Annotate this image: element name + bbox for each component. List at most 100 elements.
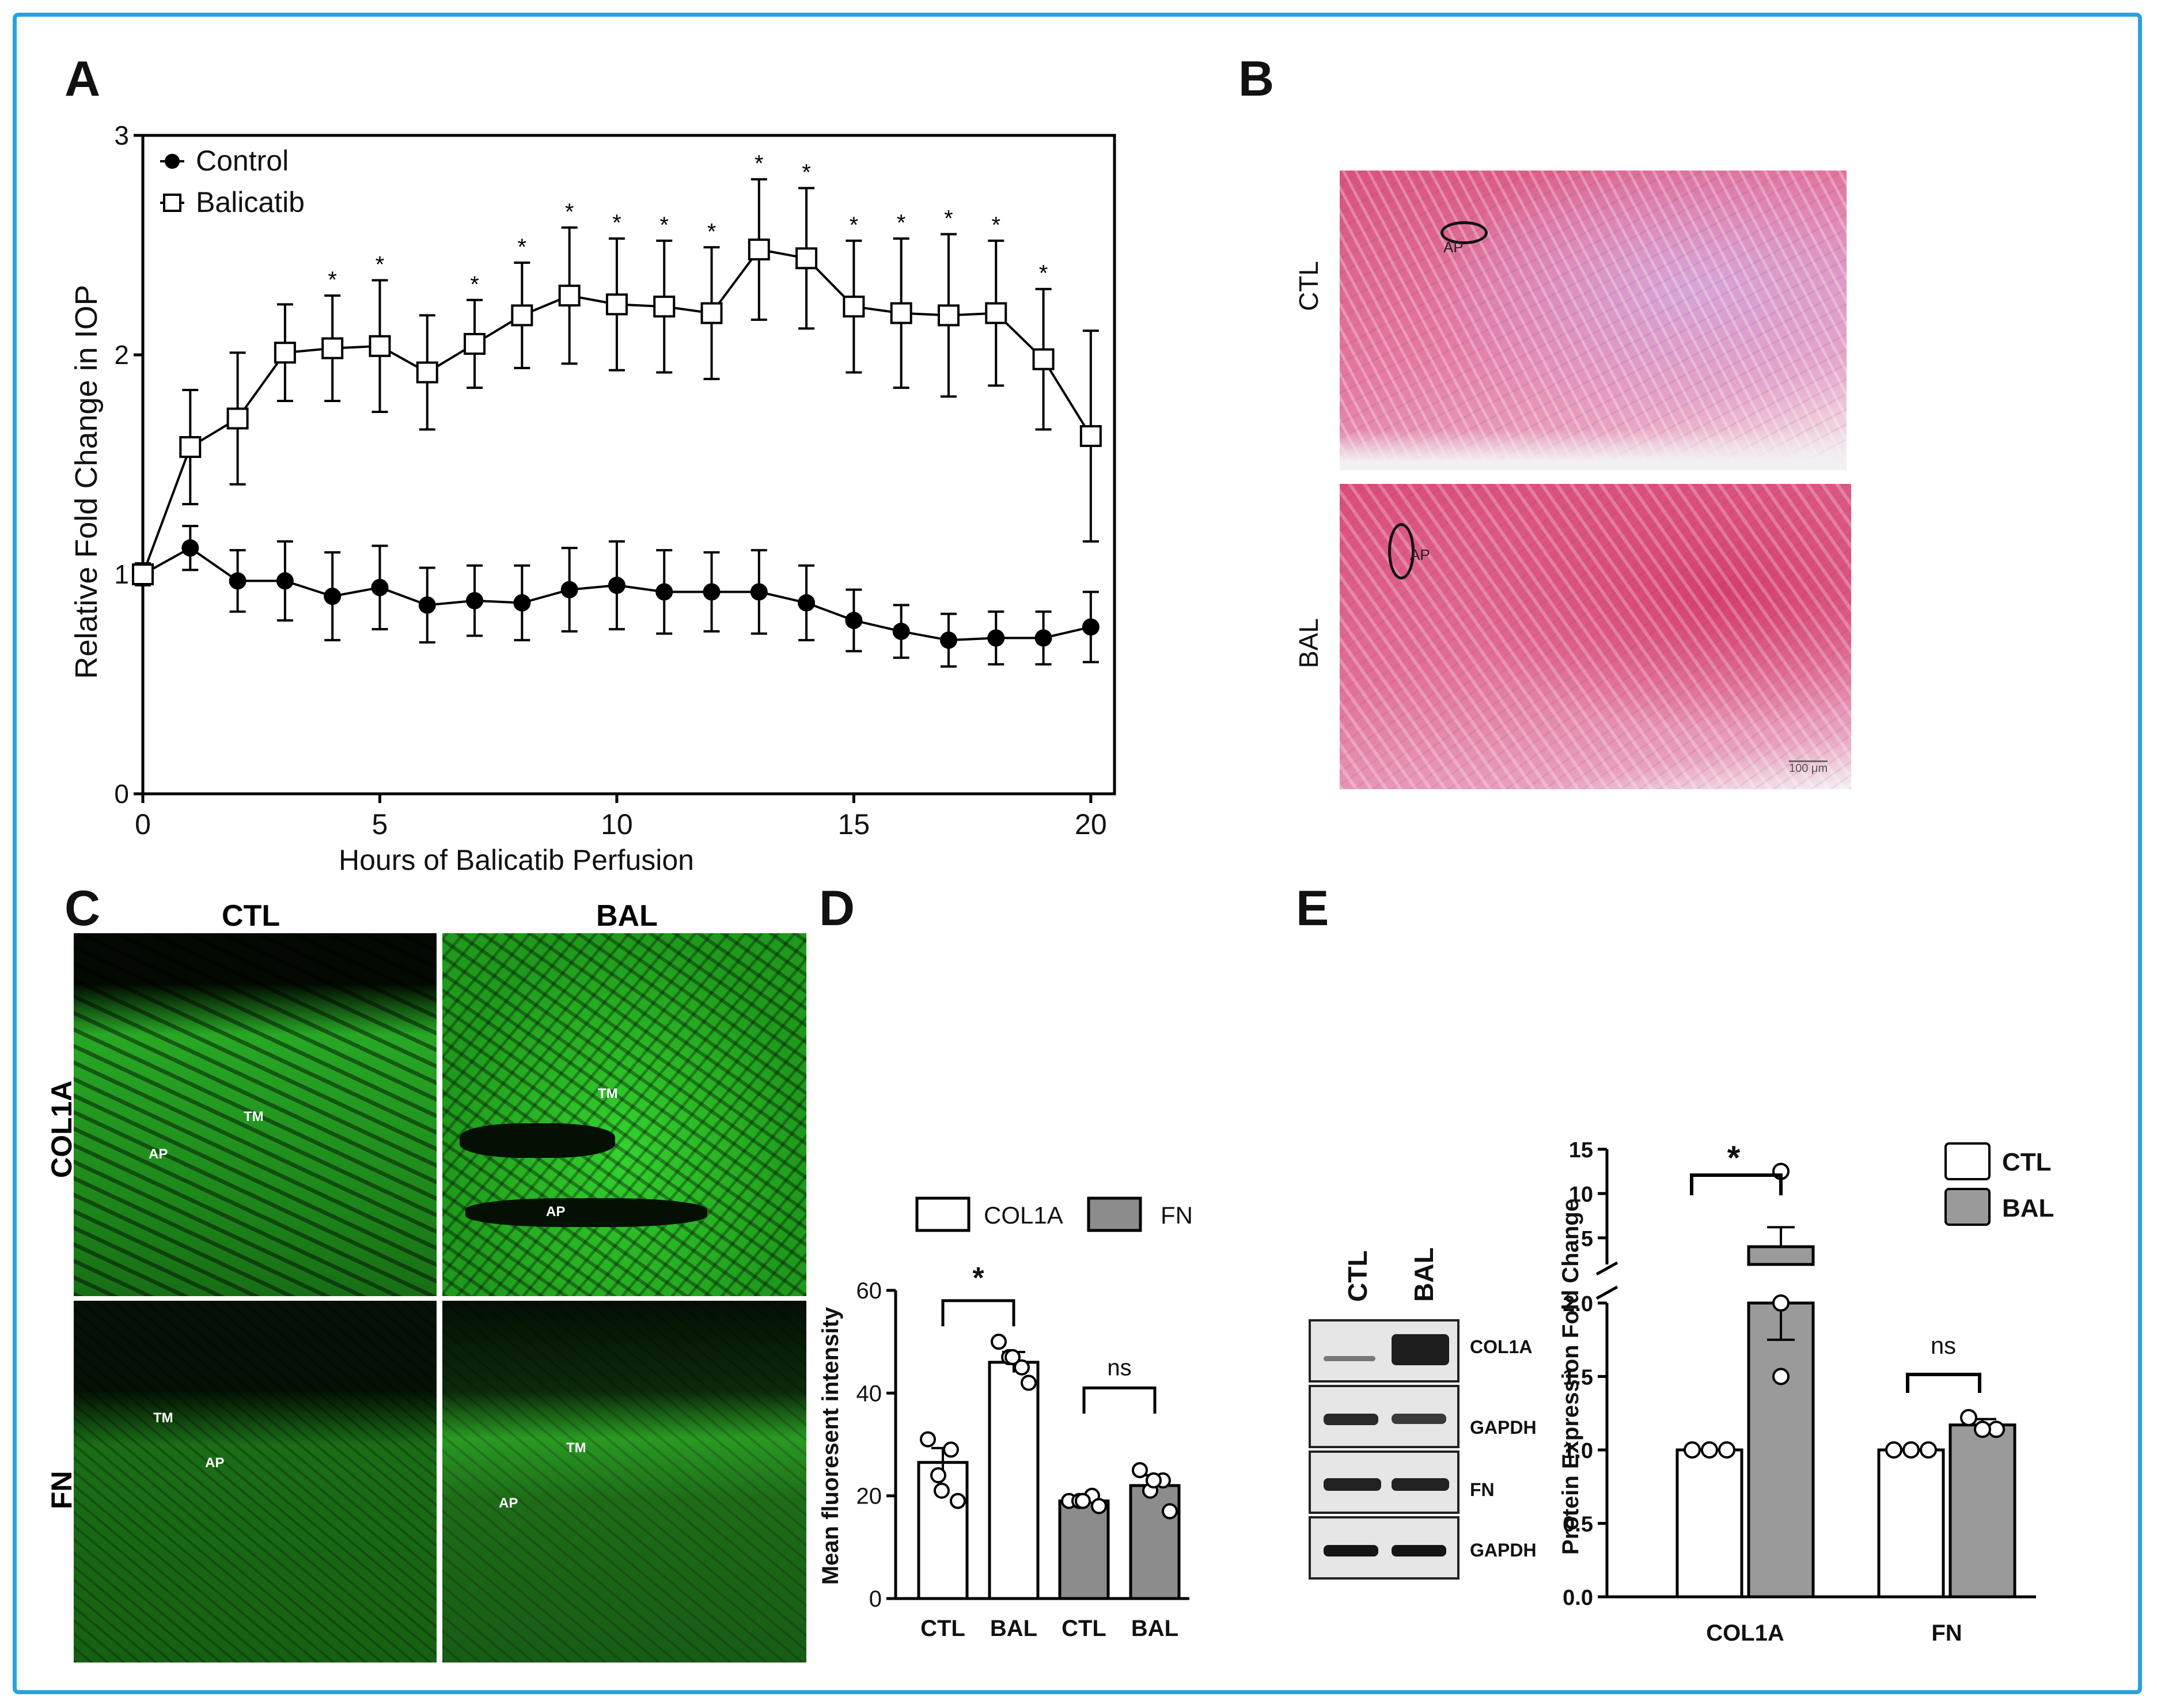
data-point <box>1075 1493 1091 1509</box>
x-tick-label: BAL <box>990 1616 1037 1641</box>
panel-letter-b: B <box>1238 51 1275 107</box>
data-point <box>1885 1441 1902 1459</box>
significance-label: * <box>1727 1139 1741 1177</box>
col-label-ctl: CTL <box>222 899 280 933</box>
y-axis-label: Protein Expression Fold Change <box>1558 1199 1583 1555</box>
scale-bar: 100 μm <box>1789 760 1828 775</box>
point-balicatib <box>748 238 770 261</box>
data-point <box>950 1493 966 1509</box>
band <box>1392 1334 1449 1365</box>
x-tick-label: CTL <box>1062 1616 1106 1641</box>
tm-label: TM <box>244 1109 264 1124</box>
blot-row-gapdh-1 <box>1309 1385 1460 1448</box>
legend-label-bal: BAL <box>2002 1194 2054 1222</box>
band <box>1392 1545 1446 1556</box>
figure-frame <box>13 13 2142 1694</box>
blot-label-fn: FN <box>1470 1479 1495 1500</box>
data-point <box>1162 1503 1178 1520</box>
point-balicatib <box>1032 348 1055 370</box>
bar <box>988 1361 1040 1600</box>
x-tick-label: 10 <box>601 808 633 840</box>
point-balicatib <box>416 361 438 384</box>
bar-ctl <box>1877 1448 1945 1599</box>
point-control <box>655 583 673 601</box>
point-balicatib <box>937 304 960 327</box>
point-control <box>939 631 957 649</box>
if-image-fn-bal: TM AP <box>442 1301 806 1662</box>
significance-star: * <box>850 213 859 238</box>
point-control <box>371 578 389 596</box>
y-tick-label: 1.0 <box>1563 1439 1593 1463</box>
x-tick-label: 0 <box>135 808 151 840</box>
y-tick-label: 1.5 <box>1563 1366 1593 1390</box>
blot-row-col1a <box>1309 1319 1460 1383</box>
ap-circle-bal <box>1388 523 1415 580</box>
y-tick-label: 2 <box>114 340 129 370</box>
point-balicatib <box>1079 425 1102 447</box>
if-image-col1a-bal: TM AP <box>442 933 806 1296</box>
significance-star: * <box>328 267 337 293</box>
x-tick-label: BAL <box>1131 1616 1178 1641</box>
significance-star: * <box>897 210 906 236</box>
significance-star: * <box>376 252 385 277</box>
legend-label-balicatib: Balicatib <box>196 186 305 218</box>
band <box>1324 1356 1375 1361</box>
y-axis-label: Mean fluoresent intensity <box>818 1306 843 1585</box>
significance-bracket <box>941 1299 1015 1327</box>
lumen <box>465 1198 707 1227</box>
legend-label-control: Control <box>196 145 289 177</box>
bar-ctl <box>1675 1448 1743 1599</box>
tm-label: TM <box>566 1440 586 1456</box>
significance-star: * <box>802 160 811 185</box>
blot-row-gapdh-2 <box>1309 1516 1460 1580</box>
point-control <box>513 594 531 612</box>
significance-star: * <box>659 213 669 238</box>
plot-frame <box>141 134 1116 796</box>
y-tick-label: 10 <box>1569 1183 1593 1207</box>
band <box>1324 1478 1381 1491</box>
ap-label: AP <box>546 1204 566 1220</box>
x-tick-label: 20 <box>1075 808 1107 840</box>
point-balicatib <box>464 332 486 355</box>
y-tick-label: 3 <box>114 120 129 150</box>
data-point <box>1004 1349 1021 1365</box>
y-tick-label: 2.0 <box>1563 1292 1593 1316</box>
data-point <box>930 1467 946 1483</box>
data-point <box>1701 1441 1718 1459</box>
legend-marker-balicatib <box>163 194 181 212</box>
blot-label-gapdh-2: GAPDH <box>1470 1540 1537 1561</box>
ap-label: AP <box>499 1495 518 1511</box>
x-tick-label: COL1A <box>1706 1620 1784 1646</box>
bar-bal-upper <box>1747 1245 1815 1266</box>
blot-label-gapdh-1: GAPDH <box>1470 1417 1537 1438</box>
axis-break <box>1595 1261 1618 1276</box>
point-balicatib <box>558 285 581 307</box>
point-control <box>750 583 768 601</box>
point-control <box>229 572 247 590</box>
he-image-ctl: AP <box>1340 171 1847 470</box>
panel-letter-e: E <box>1296 881 1329 936</box>
significance-star: * <box>755 151 764 176</box>
data-point <box>1684 1441 1701 1459</box>
data-point <box>934 1482 950 1499</box>
point-balicatib <box>369 335 391 357</box>
data-point <box>991 1334 1007 1350</box>
point-control <box>418 596 436 614</box>
point-control <box>987 629 1005 647</box>
point-control <box>845 612 863 630</box>
band <box>1324 1414 1378 1425</box>
legend-marker-control <box>165 154 180 169</box>
y-tick-label: 0 <box>114 779 129 809</box>
significance-star: * <box>944 206 953 231</box>
point-balicatib <box>795 247 818 270</box>
data-point <box>1021 1374 1037 1391</box>
y-tick-label: 60 <box>856 1278 882 1304</box>
significance-star: * <box>612 210 621 236</box>
significance-label: ns <box>1107 1355 1131 1380</box>
point-control <box>466 592 484 609</box>
data-point <box>1920 1441 1937 1459</box>
point-balicatib <box>321 337 344 359</box>
y-tick-label: 5 <box>1581 1227 1593 1251</box>
